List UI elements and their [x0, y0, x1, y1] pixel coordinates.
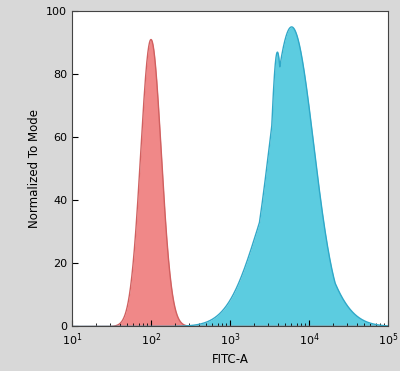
Y-axis label: Normalized To Mode: Normalized To Mode — [28, 109, 40, 228]
X-axis label: FITC-A: FITC-A — [212, 354, 248, 367]
